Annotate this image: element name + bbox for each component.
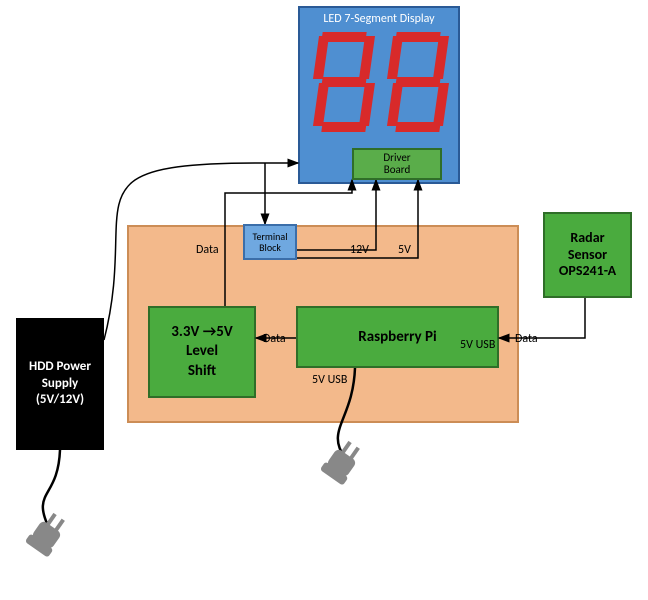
label-5v-usb-1: 5V USB	[460, 338, 495, 352]
edge-term-to-12v	[297, 180, 376, 250]
power-plug-icon	[320, 437, 366, 486]
label-data-1: Data	[196, 243, 219, 257]
connections-layer	[0, 0, 648, 600]
edge-radar-to-rpi	[499, 298, 585, 338]
hdd-power-box: HDD PowerSupply(5V/12V)	[16, 318, 104, 450]
driver-board-box: DriverBoard	[352, 148, 442, 180]
label-data-2: Data	[263, 332, 286, 346]
power-plug-icon	[25, 509, 71, 558]
label-5v-usb-2: 5V USB	[312, 373, 347, 387]
label-12v: 12V	[350, 243, 369, 257]
driver-board-label: DriverBoard	[383, 152, 410, 176]
terminal-block-box: TerminalBlock	[243, 224, 297, 260]
label-5v: 5V	[398, 243, 411, 257]
label-data-3: Data	[515, 332, 538, 346]
terminal-block-label: TerminalBlock	[252, 231, 287, 253]
hdd-power-label: HDD PowerSupply(5V/12V)	[29, 359, 91, 410]
